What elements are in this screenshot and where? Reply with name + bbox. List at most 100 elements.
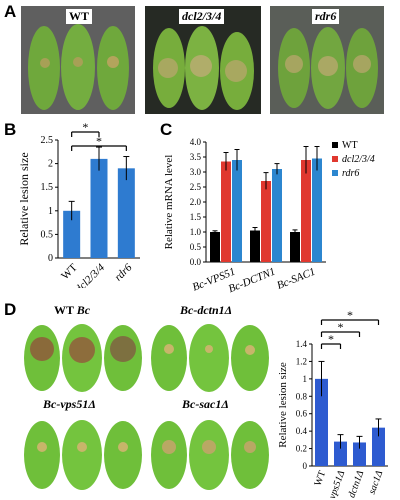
bar [117, 168, 135, 258]
y-tick-label: 0.5 [190, 242, 202, 252]
lesion [205, 345, 213, 353]
leaf [151, 325, 187, 391]
photo-rdr6-leaves: rdr6 [270, 6, 384, 114]
lesion [225, 60, 247, 82]
x-tick-label: dctn1Δ [346, 469, 366, 498]
legend-swatch [332, 142, 338, 148]
bar [312, 158, 322, 262]
y-axis-label: Relative mRNA level [163, 155, 175, 250]
panel-c-letter: C [160, 120, 173, 139]
label-strain: WT [54, 303, 77, 317]
bar [272, 169, 282, 262]
lesion [69, 337, 95, 363]
y-tick-label: 0 [48, 253, 53, 264]
significance-star: * [338, 320, 344, 334]
leaf [189, 420, 229, 490]
significance-star: * [328, 332, 334, 346]
y-tick-label: 2.0 [190, 197, 202, 207]
y-tick-label: 4.0 [190, 137, 202, 147]
leaf [104, 421, 142, 489]
significance-star: * [347, 308, 353, 322]
leaf [151, 421, 187, 489]
legend-label: WT [342, 140, 358, 151]
photo-dctn1-leaves: Bc-dctn1Δ [148, 303, 271, 393]
y-tick-label: 1.5 [190, 212, 202, 222]
x-tick-label: WT [59, 261, 80, 282]
bar [232, 160, 242, 262]
photo-dcl-leaves: dcl2/3/4 [145, 6, 261, 114]
chart-d-lesion-size: 0 0.2 0.4 0.6 0.8 1 1.2 1.4 Relative lesion size… [277, 308, 388, 498]
x-tick-label: Bc-SAC1 [275, 266, 317, 292]
y-tick-label: 1 [48, 206, 53, 217]
leaf-illustration [21, 303, 144, 393]
y-tick-label: 1.4 [296, 339, 308, 349]
bar [261, 181, 271, 262]
x-tick-label: dcl2/3/4 [73, 261, 107, 288]
lesion [40, 58, 50, 68]
lesion [245, 345, 255, 355]
leaf-illustration [21, 397, 144, 491]
legend-swatch [332, 156, 338, 162]
y-tick-label: 2.5 [190, 182, 202, 192]
legend-label: rdr6 [342, 168, 359, 179]
panel-a-letter: A [4, 2, 17, 21]
lesion [110, 336, 136, 362]
bar [221, 161, 231, 262]
bar [90, 158, 108, 258]
photo-label: rdr6 [312, 9, 340, 24]
bar [250, 230, 260, 262]
bar [63, 210, 81, 258]
leaf [24, 421, 60, 489]
lesion [77, 442, 87, 452]
x-tick-label: sac1Δ [367, 469, 386, 496]
y-tick-label: 0 [303, 461, 308, 471]
y-tick-label: 0.2 [296, 444, 307, 454]
lesion [73, 57, 83, 67]
photo-vps51-leaves: Bc-vps51Δ [21, 397, 144, 491]
leaf-illustration [148, 397, 271, 491]
y-tick-label: 0.0 [190, 257, 202, 267]
legend-label: dcl2/3/4 [342, 154, 375, 165]
y-tick-label: 2.5 [41, 135, 54, 146]
leaf [231, 421, 269, 489]
lesion [202, 440, 216, 454]
significance-star: * [82, 120, 88, 134]
y-tick-label: 0.6 [296, 409, 308, 419]
x-tick-label: WT [313, 469, 329, 487]
significance-star: * [96, 134, 102, 148]
leaf [62, 420, 102, 490]
leaf-illustration [148, 303, 271, 393]
bar [301, 160, 311, 262]
lesion [37, 442, 47, 452]
lesion [353, 55, 371, 73]
label-species: Bc [76, 303, 91, 317]
photo-wt-leaves: WT [21, 6, 135, 114]
photo-label: dcl2/3/4 [179, 9, 225, 24]
leaf-illustration [145, 6, 261, 114]
legend-swatch [332, 170, 338, 176]
y-tick-label: 0.4 [296, 426, 308, 436]
lesion [285, 55, 303, 73]
bar [210, 232, 220, 262]
x-tick-label: rdr6 [112, 261, 134, 283]
bar [353, 442, 366, 466]
lesion [107, 56, 119, 68]
photo-label: Bc-dctn1Δ [180, 303, 233, 317]
y-tick-label: 0.5 [41, 229, 54, 240]
lesion [118, 442, 128, 452]
bar [334, 441, 347, 466]
photo-label: WT Bc [54, 303, 90, 318]
y-axis-label: Relative lesion size [277, 362, 289, 448]
lesion [244, 441, 256, 453]
y-tick-label: 1.2 [296, 356, 307, 366]
lesion [162, 440, 176, 454]
y-tick-label: 3.0 [190, 167, 202, 177]
leaf [28, 26, 60, 110]
leaf [189, 324, 229, 392]
y-tick-label: 1.5 [41, 182, 54, 193]
leaf [231, 325, 269, 391]
lesion [318, 56, 338, 76]
photo-sac1-leaves: Bc-sac1Δ [148, 397, 271, 491]
panel-b-letter: B [4, 120, 17, 139]
x-tick-label: vps51Δ [327, 469, 347, 498]
